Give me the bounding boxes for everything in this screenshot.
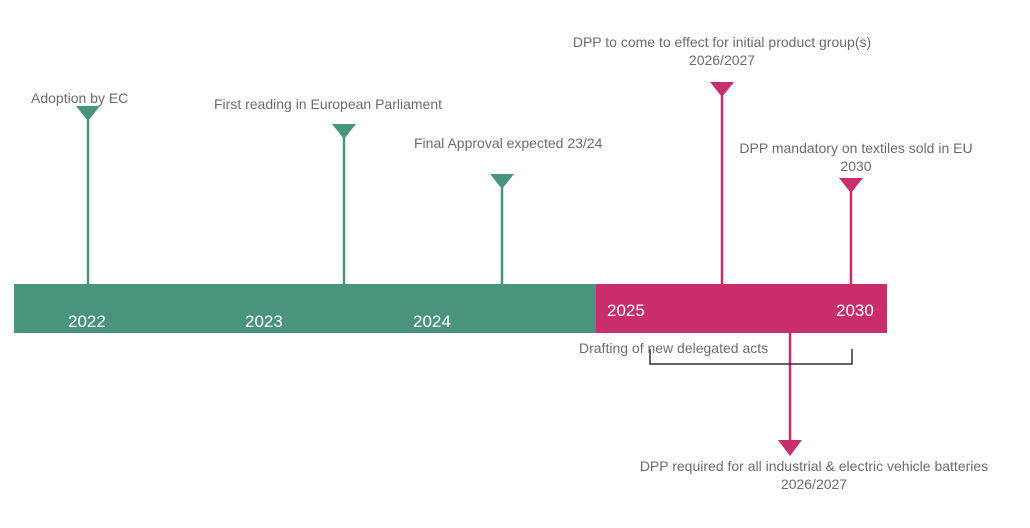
- milestone-date-textiles: 2030: [840, 158, 872, 174]
- milestone-date-initial-product: 2026/2027: [688, 52, 756, 68]
- year-label-2030: 2030: [836, 301, 874, 320]
- year-label-2023: 2023: [245, 312, 283, 331]
- milestone-marker-initial-product: [710, 82, 734, 97]
- milestone-text-initial-product: DPP to come to effect for initial produc…: [572, 34, 872, 50]
- milestone-text-textiles: DPP mandatory on textiles sold in EU: [739, 140, 973, 156]
- milestone-text-batteries: DPP required for all industrial & electr…: [639, 458, 989, 474]
- drafting-bracket: [649, 349, 853, 365]
- milestone-label-initial-product: DPP to come to effect for initial produc…: [544, 33, 900, 69]
- year-label-2025: 2025: [607, 301, 645, 320]
- timeline-bar-magenta: [596, 284, 887, 333]
- milestone-label-final-approval: Final Approval expected 23/24: [414, 135, 603, 151]
- milestone-label-first-reading: First reading in European Parliament: [214, 96, 443, 112]
- drafting-label: Drafting of new delegated acts: [579, 340, 769, 356]
- milestone-marker-textiles: [839, 178, 863, 193]
- year-label-2024: 2024: [413, 312, 451, 331]
- milestone-marker-adoption: [76, 106, 100, 121]
- milestone-label-textiles: DPP mandatory on textiles sold in EU 203…: [730, 139, 982, 175]
- milestone-marker-final-approval: [490, 174, 514, 189]
- year-label-2022: 2022: [68, 312, 106, 331]
- milestone-marker-first-reading: [332, 124, 356, 139]
- milestone-label-batteries: DPP required for all industrial & electr…: [622, 457, 1006, 493]
- milestone-marker-batteries: [778, 440, 802, 456]
- timeline-bar-green: [14, 284, 596, 333]
- milestone-date-batteries: 2026/2027: [780, 476, 848, 492]
- milestone-label-adoption: Adoption by EC: [31, 90, 129, 106]
